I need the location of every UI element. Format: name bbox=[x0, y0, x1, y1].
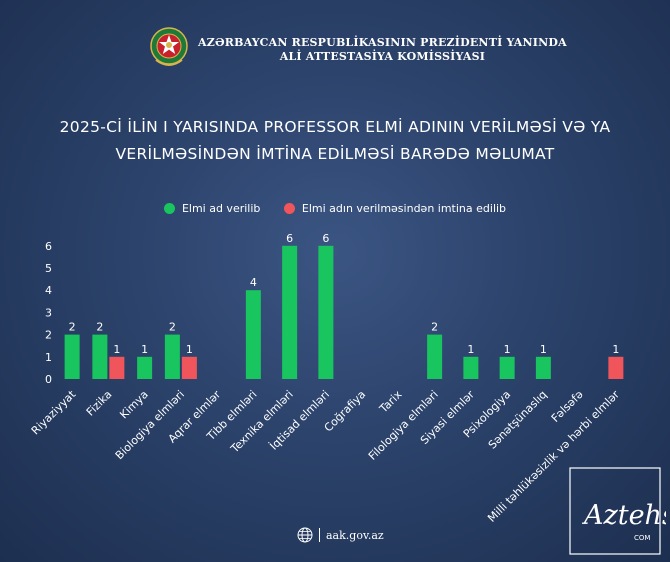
chart-title: 2025-Cİ İLİN I YARISINDA PROFESSOR ELMİ … bbox=[20, 114, 650, 168]
legend-item-granted: Elmi ad verilib bbox=[163, 202, 261, 215]
data-label-granted: 1 bbox=[141, 343, 148, 356]
organization-name: AZƏRBAYCAN RESPUBLİKASININ PREZİDENTİ YA… bbox=[198, 36, 567, 64]
bar-refused bbox=[181, 356, 197, 379]
legend-label-refused: Elmi adın verilməsindən imtina edilib bbox=[301, 202, 507, 215]
y-tick-label: 6 bbox=[45, 240, 52, 253]
bar-granted bbox=[535, 356, 551, 379]
org-line-2: ALİ ATTESTASİYA KOMİSSİYASI bbox=[279, 50, 486, 63]
data-label-granted: 2 bbox=[96, 321, 103, 334]
data-label-granted: 4 bbox=[250, 276, 257, 289]
chart-legend: Elmi ad verilib Elmi adın verilməsindən … bbox=[0, 202, 670, 217]
data-label-refused: 1 bbox=[186, 343, 193, 356]
bar-granted bbox=[318, 245, 334, 379]
globe-icon bbox=[297, 527, 313, 543]
x-tick-label: Kimya bbox=[117, 388, 150, 421]
bar-granted bbox=[64, 334, 80, 379]
data-label-granted: 2 bbox=[69, 321, 76, 334]
bar-granted bbox=[463, 356, 479, 379]
legend-marker-granted bbox=[163, 203, 175, 214]
data-label-granted: 2 bbox=[431, 321, 438, 334]
aztehsil-watermark-logo: Aztehsil COM bbox=[569, 467, 666, 555]
y-tick-label: 0 bbox=[45, 373, 52, 386]
bar-granted bbox=[499, 356, 515, 379]
x-tick-label: Tarix bbox=[376, 388, 404, 416]
watermark-text: Aztehsil bbox=[581, 500, 666, 531]
bar-granted bbox=[282, 245, 298, 379]
data-label-granted: 1 bbox=[504, 343, 511, 356]
header: AZƏRBAYCAN RESPUBLİKASININ PREZİDENTİ YA… bbox=[0, 24, 670, 74]
footer-separator bbox=[319, 528, 320, 542]
data-label-granted: 6 bbox=[286, 232, 293, 245]
bar-granted bbox=[92, 334, 108, 379]
x-tick-label: Texnika elmləri bbox=[228, 388, 296, 456]
data-label-granted: 2 bbox=[169, 321, 176, 334]
legend-label-granted: Elmi ad verilib bbox=[181, 202, 261, 215]
data-label-refused: 1 bbox=[612, 343, 619, 356]
legend-marker-refused bbox=[283, 203, 295, 214]
y-tick-label: 3 bbox=[45, 306, 52, 319]
website-link[interactable]: aak.gov.az bbox=[326, 528, 384, 542]
y-tick-label: 4 bbox=[45, 284, 52, 297]
x-tick-label: Riyaziyyat bbox=[29, 387, 79, 437]
bar-granted bbox=[137, 356, 153, 379]
y-tick-label: 5 bbox=[45, 262, 52, 275]
footer: aak.gov.az bbox=[297, 527, 384, 543]
data-label-granted: 6 bbox=[322, 232, 329, 245]
watermark-subtext: COM bbox=[634, 534, 650, 542]
data-label-refused: 1 bbox=[113, 343, 120, 356]
x-tick-label: Fizika bbox=[84, 388, 115, 419]
data-label-granted: 1 bbox=[467, 343, 474, 356]
chart-title-line-2: VERİLMƏSİNDƏN İMTİNA EDİLMƏSİ BARƏDƏ MƏL… bbox=[115, 145, 555, 163]
org-line-1: AZƏRBAYCAN RESPUBLİKASININ PREZİDENTİ YA… bbox=[198, 36, 567, 49]
bar-refused bbox=[608, 356, 624, 379]
bar-granted bbox=[245, 290, 261, 379]
data-label-granted: 1 bbox=[540, 343, 547, 356]
bar-refused bbox=[109, 356, 125, 379]
legend-item-refused: Elmi adın verilməsindən imtina edilib bbox=[283, 202, 507, 215]
bar-granted bbox=[164, 334, 180, 379]
y-tick-label: 1 bbox=[45, 351, 52, 364]
y-tick-label: 2 bbox=[45, 329, 52, 342]
state-emblem-icon bbox=[150, 27, 188, 66]
chart-title-line-1: 2025-Cİ İLİN I YARISINDA PROFESSOR ELMİ … bbox=[59, 118, 611, 136]
bar-granted bbox=[427, 334, 443, 379]
